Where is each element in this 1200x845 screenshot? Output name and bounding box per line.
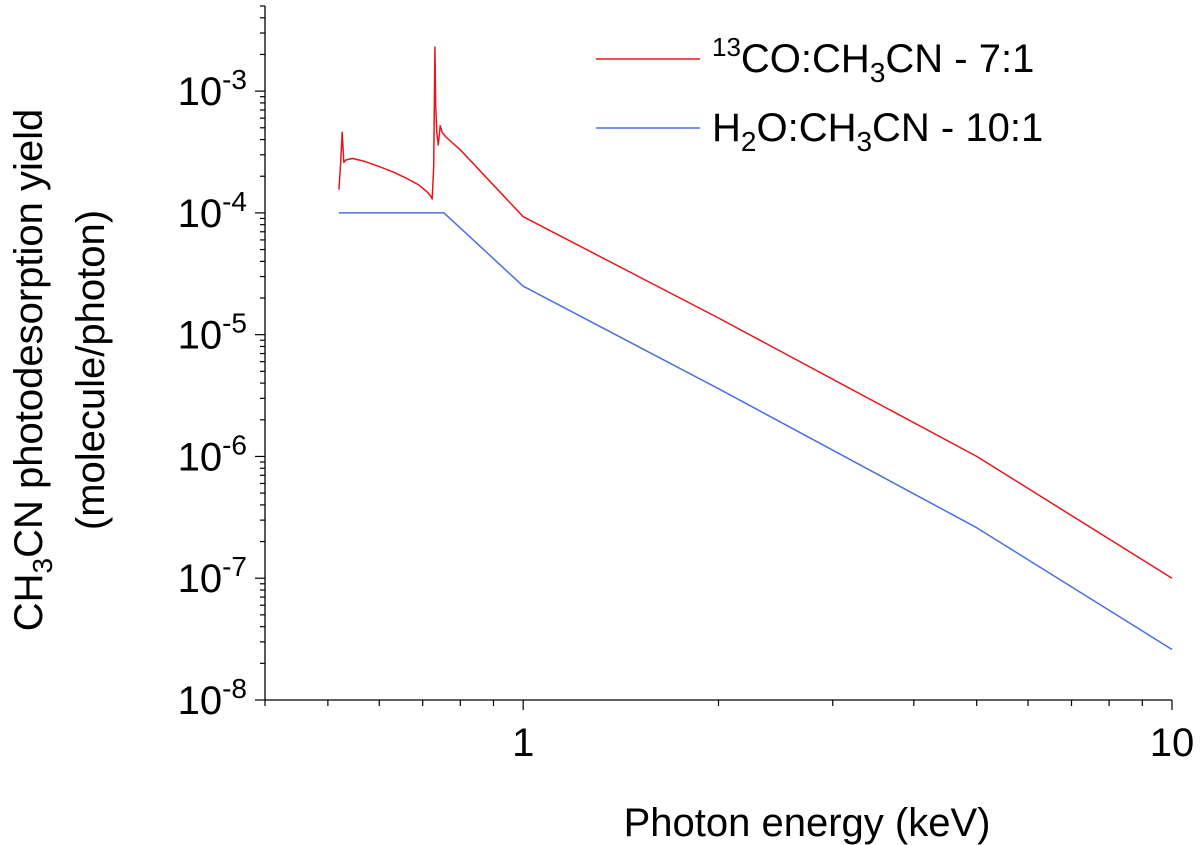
legend-label-1-pre: CO:CH bbox=[741, 37, 870, 81]
legend-label-2-sub2: 3 bbox=[856, 126, 872, 157]
y-tick-label-base: 10 bbox=[178, 435, 223, 479]
y-tick-label: 10-4 bbox=[178, 186, 247, 236]
x-tick-label: 1 bbox=[512, 721, 534, 765]
y-axis-title-line2: (molecule/photon) bbox=[69, 210, 113, 530]
legend-label-1-post: CN - 7:1 bbox=[885, 37, 1034, 81]
y-tick-label-exponent: -4 bbox=[222, 186, 247, 217]
y-tick-label-exponent: -5 bbox=[222, 308, 247, 339]
y-tick-label-base: 10 bbox=[178, 557, 223, 601]
y-tick-label: 10-3 bbox=[178, 64, 247, 114]
y-tick-label-exponent: -6 bbox=[222, 429, 247, 460]
y-tick-label: 10-5 bbox=[178, 308, 247, 358]
series-line-2 bbox=[338, 212, 1173, 651]
x-axis-title: Photon energy (keV) bbox=[624, 801, 991, 845]
y-axis-title: CH3CN photodesorption yield (molecule/ph… bbox=[7, 109, 113, 632]
legend-label-2-sub: 2 bbox=[741, 126, 757, 157]
y-tick-label-exponent: -8 bbox=[222, 673, 247, 704]
legend-label-1-sup: 13 bbox=[712, 32, 741, 62]
y-axis-title-line1: CH3CN photodesorption yield bbox=[7, 109, 58, 632]
x-tick-label: 10 bbox=[1150, 721, 1195, 765]
legend-label-series-1: 13CO:CH3CN - 7:1 bbox=[712, 32, 1034, 88]
legend: 13CO:CH3CN - 7:1 H2O:CH3CN - 10:1 bbox=[596, 32, 1043, 157]
y-tick-label-base: 10 bbox=[178, 192, 223, 236]
tick-labels: 10-810-710-610-510-410-31 10 bbox=[178, 64, 1195, 765]
series-line-1 bbox=[338, 46, 1173, 579]
y-tick-label: 10-8 bbox=[178, 673, 247, 723]
y-tick-label-base: 10 bbox=[178, 679, 223, 723]
legend-label-2-pre: H bbox=[712, 106, 741, 150]
y-tick-label-exponent: -7 bbox=[222, 551, 247, 582]
legend-label-2-post2: CN - 10:1 bbox=[872, 106, 1043, 150]
axes bbox=[255, 5, 1173, 710]
y-axis-title-pre: CH bbox=[7, 573, 51, 631]
y-tick-label-exponent: -3 bbox=[222, 64, 247, 95]
y-axis-title-post: CN photodesorption yield bbox=[7, 109, 51, 558]
legend-label-1-sub: 3 bbox=[870, 57, 886, 88]
legend-label-series-2: H2O:CH3CN - 10:1 bbox=[712, 106, 1043, 157]
y-tick-label: 10-7 bbox=[178, 551, 247, 601]
plot-lines bbox=[338, 46, 1173, 651]
legend-label-2-post: O:CH bbox=[756, 106, 856, 150]
y-tick-label-base: 10 bbox=[178, 314, 223, 358]
y-tick-label: 10-6 bbox=[178, 429, 247, 479]
y-tick-label-base: 10 bbox=[178, 70, 223, 114]
y-axis-title-sub: 3 bbox=[27, 558, 58, 574]
